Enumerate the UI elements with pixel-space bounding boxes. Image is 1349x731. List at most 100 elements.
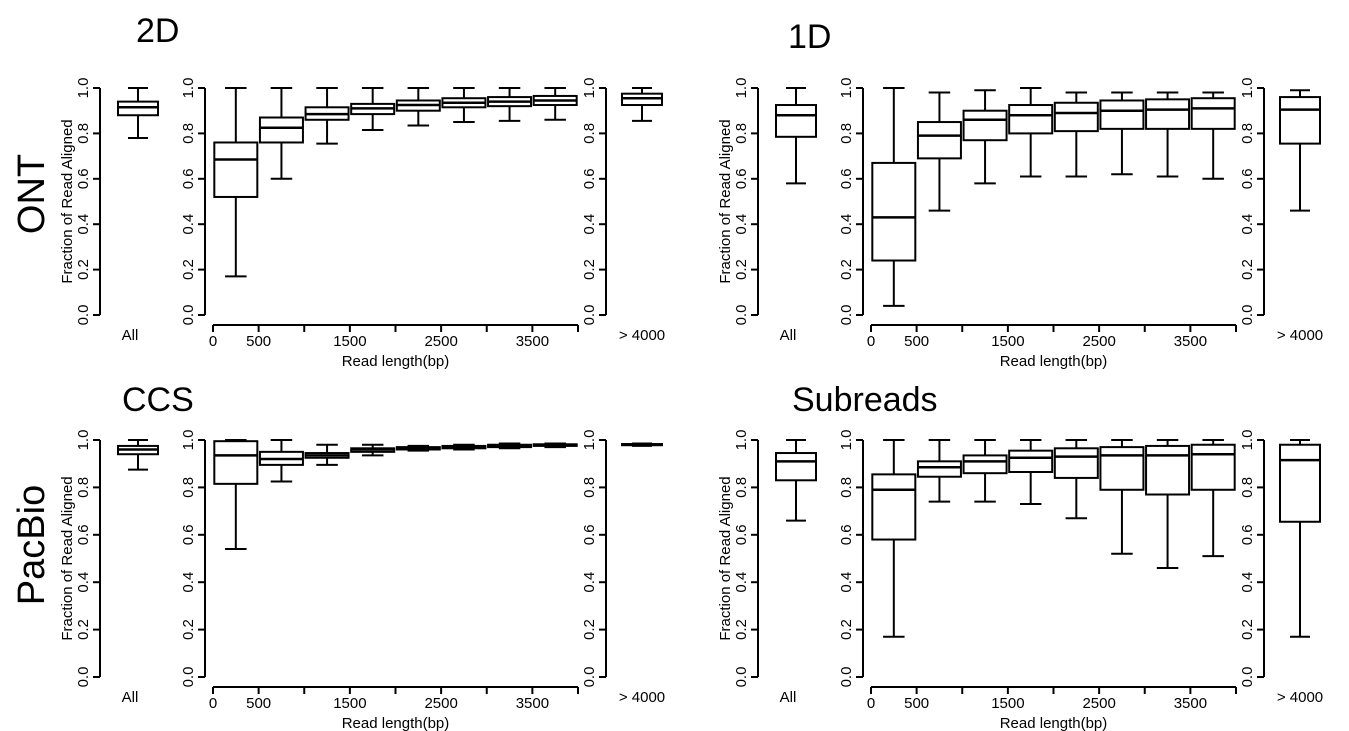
main-y-tick-label: 0.8 — [838, 477, 855, 498]
main-y-tick-label: 0.8 — [180, 477, 197, 498]
box-gt-4000 — [621, 87, 663, 122]
iqr-box — [775, 104, 817, 138]
iqr-box — [1008, 104, 1054, 135]
x-tick-label: 1500 — [333, 695, 366, 712]
main-y-tick-label: 1.0 — [838, 430, 855, 451]
box-bin-2 — [962, 89, 1008, 185]
gt-y-tick-label: 0.6 — [581, 168, 598, 189]
x-tick-label: 3500 — [1174, 333, 1207, 350]
main-y-tick-label: 1.0 — [180, 430, 197, 451]
main-y-tick-label: 1.0 — [838, 78, 855, 99]
x-label-all: All — [780, 689, 797, 706]
gt-y-tick-label: 0.4 — [1239, 214, 1256, 235]
box-bin-0 — [871, 87, 917, 307]
all-y-tick-label: 0.0 — [75, 667, 92, 688]
row-label-pacbio: PacBio — [11, 485, 53, 605]
box-bin-3 — [350, 443, 396, 457]
box-bin-1 — [916, 91, 962, 212]
iqr-box — [1099, 446, 1145, 491]
iqr-box — [916, 460, 962, 478]
main-y-tick-label: 0.4 — [180, 572, 197, 593]
main-y-tick-label: 0.4 — [838, 214, 855, 235]
box-bin-6 — [1145, 439, 1191, 569]
all-y-tick-label: 0.8 — [733, 123, 750, 144]
all-y-tick-label: 0.2 — [75, 619, 92, 640]
box-bin-3 — [1008, 87, 1054, 178]
iqr-box — [775, 452, 817, 482]
box-bin-1 — [258, 439, 304, 483]
panel-title-subreads: Subreads — [792, 381, 938, 419]
x-axis-label: Read length(bp) — [342, 715, 450, 731]
main-y-tick-label: 0.2 — [180, 259, 197, 280]
all-y-tick-label: 0.6 — [75, 524, 92, 545]
iqr-box — [1145, 444, 1191, 496]
box-bin-4 — [395, 444, 441, 452]
main-y-tick-label: 0.2 — [838, 619, 855, 640]
x-axis-label: Read length(bp) — [342, 353, 450, 370]
main-y-tick-label: 0.0 — [838, 305, 855, 326]
iqr-box — [871, 161, 917, 262]
iqr-box — [1145, 98, 1191, 130]
box-bin-3 — [350, 87, 396, 131]
box-bin-6 — [487, 442, 533, 450]
iqr-box — [1008, 449, 1054, 473]
iqr-box — [916, 121, 962, 160]
iqr-box — [1190, 97, 1236, 130]
gt-y-tick-label: 0.2 — [581, 259, 598, 280]
x-tick-label: 1500 — [333, 333, 366, 350]
main-y-tick-label: 0.6 — [838, 168, 855, 189]
x-tick-label: 500 — [246, 695, 271, 712]
all-y-tick-label: 0.8 — [733, 477, 750, 498]
row-label-ont: ONT — [11, 154, 53, 234]
box-bin-3 — [1008, 439, 1054, 505]
x-tick-label: 3500 — [516, 333, 549, 350]
panel-title-ccs: CCS — [122, 381, 194, 419]
x-label-all: All — [780, 327, 797, 344]
main-y-tick-label: 0.0 — [838, 667, 855, 688]
gt-y-tick-label: 0.6 — [581, 524, 598, 545]
x-tick-label: 0 — [867, 695, 875, 712]
chart-panel-3: Fraction of Read Aligned 0.0 0.2 0.4 0.6 0.8 1… — [59, 430, 665, 731]
gt-y-tick-label: 0.8 — [581, 123, 598, 144]
main-y-tick-label: 0.2 — [838, 259, 855, 280]
iqr-box — [1279, 443, 1321, 523]
iqr-box — [1099, 99, 1145, 130]
all-y-tick-label: 0.2 — [733, 259, 750, 280]
all-y-tick-label: 0.0 — [733, 667, 750, 688]
x-axis-label: Read length(bp) — [1000, 353, 1108, 370]
x-tick-label: 3500 — [1174, 695, 1207, 712]
x-label-gt-4000: > 4000 — [619, 689, 665, 706]
all-y-tick-label: 1.0 — [75, 430, 92, 451]
box-bin-4 — [1053, 439, 1099, 520]
main-y-tick-label: 0.0 — [180, 667, 197, 688]
box-gt-4000 — [1279, 89, 1321, 212]
x-tick-label: 500 — [246, 333, 271, 350]
iqr-box — [871, 473, 917, 541]
all-y-tick-label: 1.0 — [733, 78, 750, 99]
gt-y-tick-label: 0.2 — [581, 619, 598, 640]
panel-title-2d: 2D — [136, 12, 179, 50]
x-tick-label: 500 — [904, 695, 929, 712]
panel-title-1d: 1D — [788, 18, 831, 56]
box-bin-7 — [1190, 91, 1236, 180]
box-bin-5 — [1099, 91, 1145, 176]
x-tick-label: 1500 — [991, 333, 1024, 350]
box-bin-6 — [1145, 91, 1191, 178]
box-bin-0 — [213, 87, 259, 278]
box-all — [117, 87, 159, 139]
box-bin-5 — [1099, 439, 1145, 555]
gt-y-tick-label: 1.0 — [581, 430, 598, 451]
box-bin-0 — [871, 439, 917, 638]
all-y-tick-label: 0.0 — [75, 305, 92, 326]
gt-y-tick-label: 1.0 — [581, 78, 598, 99]
box-bin-4 — [1053, 91, 1099, 178]
all-y-tick-label: 1.0 — [75, 78, 92, 99]
box-bin-5 — [441, 87, 487, 124]
main-y-tick-label: 0.6 — [838, 524, 855, 545]
box-all — [775, 439, 817, 522]
x-tick-label: 2500 — [424, 695, 457, 712]
all-y-tick-label: 0.6 — [733, 524, 750, 545]
x-tick-label: 0 — [867, 333, 875, 350]
box-bin-7 — [532, 87, 578, 121]
